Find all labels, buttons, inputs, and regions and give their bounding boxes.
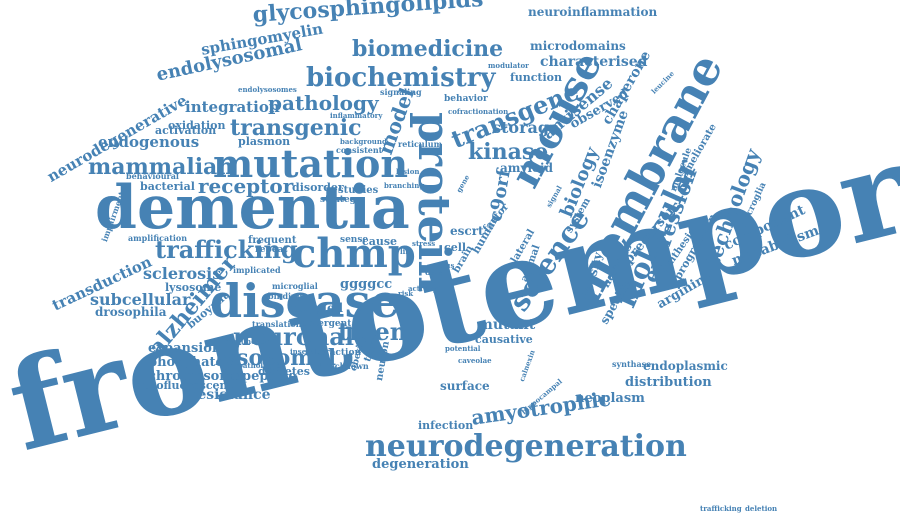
word: biochemistry — [306, 63, 496, 93]
word: deletion — [745, 504, 778, 513]
word: endolysosomes — [238, 85, 297, 94]
word: background — [340, 137, 387, 146]
word: diabetes — [258, 365, 310, 378]
word: activation — [155, 124, 217, 137]
word: coupled — [290, 301, 344, 315]
word: distribution — [625, 375, 712, 390]
word: endogenous — [98, 133, 200, 151]
word: amplification — [128, 233, 188, 243]
word: implicated — [233, 265, 281, 275]
word: amyloid — [500, 161, 553, 175]
word: autofluorescent — [136, 379, 233, 392]
word: ggggcc — [340, 277, 393, 292]
word: lysosome — [165, 281, 222, 294]
word: integration — [185, 98, 280, 116]
word: dementia — [95, 173, 410, 243]
word: lesion — [396, 167, 420, 176]
word: activity — [408, 284, 437, 293]
word: function — [510, 71, 563, 84]
word: bacterial — [140, 180, 195, 193]
word: oxidation — [168, 119, 226, 132]
word: trafficking — [155, 235, 298, 264]
word: studies — [338, 185, 379, 196]
word: data — [425, 267, 445, 277]
word: endoplasmic — [643, 359, 728, 373]
word: inflammatory — [330, 111, 383, 120]
word: detergent — [302, 319, 352, 329]
word: virus — [435, 261, 455, 270]
word: frequent — [248, 235, 297, 246]
word: life — [400, 247, 413, 256]
word: transgenic — [230, 115, 362, 141]
word: microdomains — [530, 39, 626, 53]
word: cause — [362, 235, 398, 248]
word: expansion — [148, 341, 222, 356]
word: causative — [475, 333, 533, 346]
word: biomedicine — [352, 36, 504, 62]
word: signaling — [380, 87, 422, 97]
word: chmp — [292, 230, 416, 277]
word: plasmon — [238, 135, 291, 148]
word: sense — [340, 235, 369, 245]
word: mammalian — [88, 154, 234, 180]
word: pathologies — [238, 361, 284, 370]
word: drosophila — [95, 305, 167, 319]
word: synthase — [612, 359, 652, 369]
word: lysosomal — [215, 345, 337, 371]
word: caveolae — [458, 356, 492, 365]
word: dipeptide — [228, 369, 297, 384]
word: dysfunction — [225, 337, 272, 346]
word: phosphate — [148, 355, 224, 370]
word: trafficking — [700, 504, 742, 513]
word: sclerosis — [143, 264, 222, 283]
word: kinase — [468, 139, 549, 165]
word: behavioural — [126, 171, 179, 181]
word: neuroinflammation — [528, 5, 658, 19]
word: mutation — [213, 141, 408, 186]
word: subcellular — [90, 290, 191, 309]
word: disease — [210, 274, 400, 328]
word: chromosome — [148, 369, 242, 384]
word: degeneration — [372, 457, 469, 472]
word: branching — [384, 181, 425, 190]
word: neuronal — [233, 322, 354, 351]
word: reticulum — [398, 139, 443, 149]
word: storage — [492, 118, 560, 137]
word: cell — [444, 241, 467, 254]
word: tmem — [338, 317, 416, 346]
word: modulator — [488, 61, 529, 70]
word: neoplasm — [575, 391, 645, 406]
word: resistance — [190, 387, 271, 403]
word: risk — [398, 289, 414, 298]
word: interaction — [305, 348, 362, 358]
word: receptor — [198, 174, 294, 198]
word: potential — [445, 344, 481, 353]
word: translation — [252, 319, 302, 329]
word: escrt — [450, 224, 484, 238]
word: behavior — [444, 94, 488, 104]
word: glycosphingolipids — [251, 0, 485, 28]
word: binding — [268, 291, 303, 301]
word: consistent — [336, 145, 383, 155]
word: characterised — [540, 54, 648, 70]
word: microglial — [272, 281, 318, 291]
word: repeat — [255, 245, 288, 255]
word: cofractionation — [448, 107, 509, 116]
word: disorder — [292, 181, 344, 194]
word: knockdown — [318, 361, 369, 371]
word: strategy — [320, 195, 362, 205]
word: stress — [412, 239, 436, 248]
word: infection — [418, 419, 474, 432]
word: mutant — [478, 317, 536, 333]
word: insertion — [290, 347, 326, 356]
word: pathology — [268, 91, 379, 115]
word: surface — [440, 379, 490, 393]
word: neurodegeneration — [365, 429, 687, 464]
